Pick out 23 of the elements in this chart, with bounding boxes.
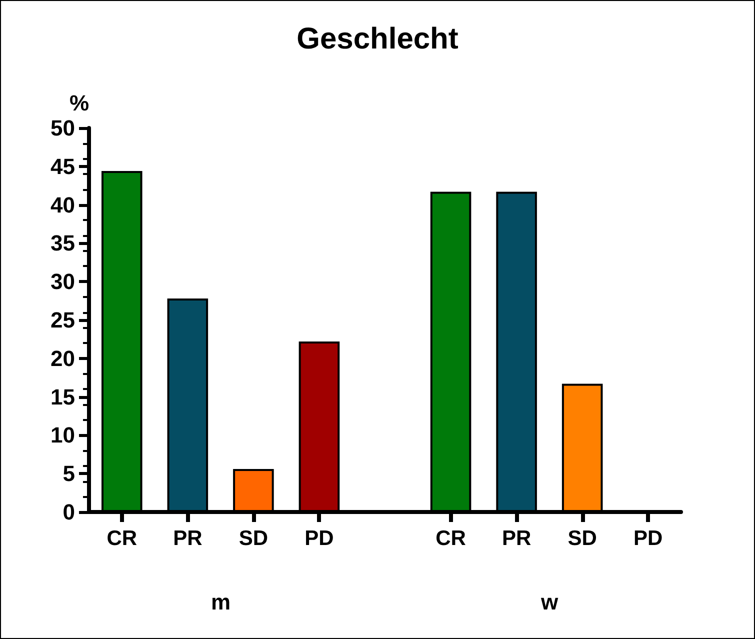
- y-tick-label: 5: [62, 461, 75, 486]
- text: w: [540, 590, 559, 614]
- y-tick-label: 25: [50, 308, 75, 332]
- x-tick-label: SD: [568, 527, 597, 550]
- chart-title: Geschlecht: [296, 22, 458, 56]
- x-tick-label: PR: [173, 527, 202, 550]
- y-tick-label: 45: [50, 154, 75, 179]
- y-tick-label: 50: [50, 116, 75, 140]
- y-tick-label: 15: [50, 384, 75, 410]
- y-tick-label: 40: [50, 192, 75, 218]
- x-tick-label: CR: [106, 527, 138, 550]
- x-tick-label: CR: [436, 527, 466, 550]
- x-tick-label: PD: [304, 527, 334, 550]
- y-tick-label: 20: [50, 346, 75, 371]
- text: m: [211, 590, 231, 614]
- y-axis-title: %: [69, 90, 89, 116]
- y-tick-label: 30: [50, 269, 75, 294]
- x-tick-label: PD: [634, 527, 663, 550]
- x-tick-label: SD: [238, 527, 268, 550]
- y-tick-label: 35: [50, 230, 75, 256]
- y-tick-label: 10: [50, 422, 75, 448]
- x-tick-label: PR: [502, 527, 532, 550]
- y-tick-label: 0: [62, 500, 75, 524]
